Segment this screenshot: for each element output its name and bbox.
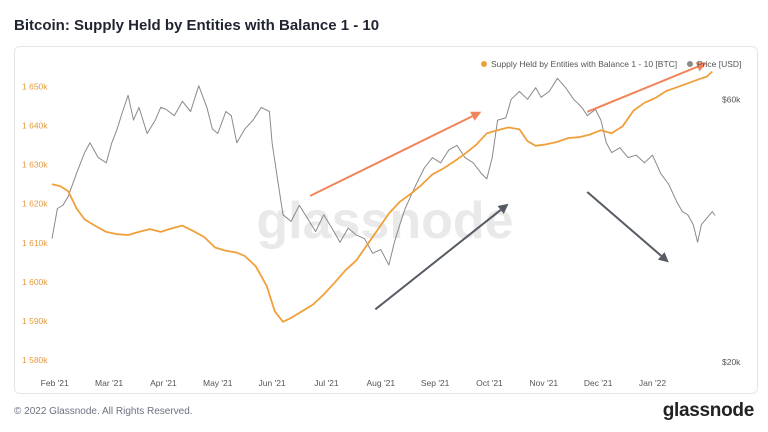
annotation-arrow	[309, 111, 482, 197]
x-tick-label: Oct '21	[476, 378, 503, 388]
x-tick-label: Jul '21	[314, 378, 339, 388]
annotation-arrows	[309, 62, 707, 311]
y-left-tick-label: 1 650k	[22, 81, 48, 91]
axes-group: Feb '21 Mar '21 Apr '21 May '21 Jun '21 Jul '…	[22, 81, 741, 388]
x-tick-label: Feb '21	[41, 378, 69, 388]
y-left-tick-label: 1 640k	[22, 120, 48, 130]
x-tick-label: May '21	[203, 378, 233, 388]
chart-card	[14, 46, 758, 394]
x-tick-label: Aug '21	[366, 378, 395, 388]
y-left-tick-label: 1 580k	[22, 355, 48, 365]
legend-swatch-supply	[481, 61, 487, 67]
copyright-text: © 2022 Glassnode. All Rights Reserved.	[14, 406, 193, 417]
x-tick-label: Jan '22	[639, 378, 666, 388]
annotation-arrow	[586, 62, 707, 113]
legend-label-supply: Supply Held by Entities with Balance 1 -…	[491, 59, 677, 69]
y-left-tick-label: 1 600k	[22, 277, 48, 287]
series-line-price[interactable]	[51, 77, 716, 266]
y-left-tick-label: 1 620k	[22, 199, 48, 209]
x-tick-label: Dec '21	[584, 378, 613, 388]
x-tick-label: Nov '21	[530, 378, 559, 388]
legend-swatch-price	[687, 61, 693, 67]
y-right-tick-label: $60k	[722, 94, 741, 104]
legend-label-price: Price [USD]	[697, 59, 741, 69]
y-left-tick-label: 1 630k	[22, 160, 48, 170]
series-line-supply[interactable]	[51, 70, 713, 323]
x-tick-label: Sep '21	[421, 378, 450, 388]
legend[interactable]: Supply Held by Entities with Balance 1 -…	[481, 59, 741, 69]
glassnode-logo[interactable]: glassnode	[662, 400, 755, 421]
x-tick-label: Apr '21	[150, 378, 177, 388]
annotation-arrow	[374, 203, 509, 311]
page-title: Bitcoin: Supply Held by Entities with Ba…	[14, 17, 380, 34]
y-left-tick-label: 1 610k	[22, 238, 48, 248]
y-left-tick-label: 1 590k	[22, 316, 48, 326]
series-group	[51, 70, 716, 323]
annotation-arrow	[586, 191, 669, 263]
x-tick-label: Jun '21	[259, 378, 286, 388]
watermark: glassnode	[256, 192, 513, 250]
x-tick-label: Mar '21	[95, 378, 123, 388]
y-right-tick-label: $20k	[722, 357, 741, 367]
